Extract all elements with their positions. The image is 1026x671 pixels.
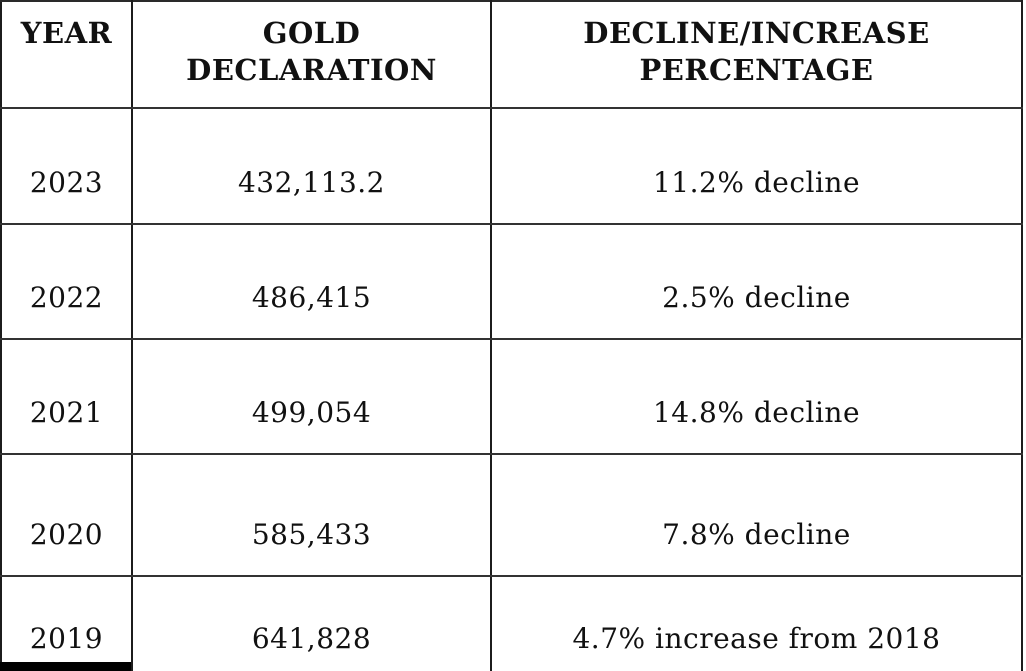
cell-year: 2019 [0,575,133,671]
cell-gold-declaration: 486,415 [131,223,492,340]
cell-gold-declaration: 499,054 [131,338,492,455]
column-header-year: YEAR [0,0,133,109]
cell-year: 2022 [0,223,133,340]
cell-change: 14.8% decline [490,338,1023,455]
cell-change: 11.2% decline [490,107,1023,225]
cell-year: 2023 [0,107,133,225]
cell-year: 2020 [0,453,133,577]
cell-year: 2021 [0,338,133,455]
cell-change: 4.7% increase from 2018 [490,575,1023,671]
table-row: 2023 432,113.2 11.2% decline [0,107,1023,225]
cell-gold-declaration: 432,113.2 [131,107,492,225]
table-row: 2022 486,415 2.5% decline [0,223,1023,340]
cell-change: 2.5% decline [490,223,1023,340]
table-bottom-border-fragment [0,662,131,671]
cell-gold-declaration: 641,828 [131,575,492,671]
table-row: 2021 499,054 14.8% decline [0,338,1023,455]
table-row: 2020 585,433 7.8% decline [0,453,1023,577]
table-row: 2019 641,828 4.7% increase from 2018 [0,575,1023,671]
cell-change: 7.8% decline [490,453,1023,577]
table-header-row: YEAR GOLD DECLARATION DECLINE/INCREASE P… [0,0,1023,109]
column-header-gold-declaration: GOLD DECLARATION [131,0,492,109]
cell-gold-declaration: 585,433 [131,453,492,577]
column-header-decline-increase-percentage: DECLINE/INCREASE PERCENTAGE [490,0,1023,109]
